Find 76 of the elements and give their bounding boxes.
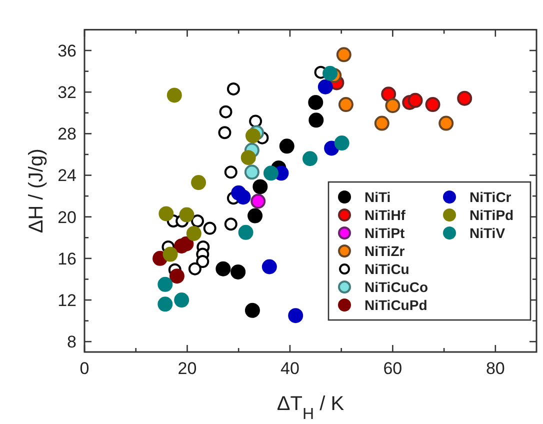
point — [158, 296, 173, 312]
y-tick-label: 20 — [58, 208, 76, 227]
point — [374, 116, 390, 131]
point — [224, 218, 238, 231]
point — [245, 128, 260, 144]
point — [191, 214, 204, 228]
point — [186, 226, 202, 241]
x-axis-title: ΔT$_{H}$ / K — [276, 393, 345, 422]
point — [178, 236, 194, 252]
point — [279, 138, 294, 154]
point — [162, 246, 178, 262]
point — [408, 92, 423, 108]
point — [191, 175, 206, 190]
point — [158, 206, 174, 222]
x-tick-label: 20 — [178, 359, 197, 378]
point — [226, 82, 240, 96]
point — [188, 262, 202, 276]
point — [252, 179, 268, 194]
point — [238, 224, 254, 240]
legend-label: NiTiPt — [364, 224, 406, 241]
point — [425, 97, 440, 112]
point — [219, 105, 232, 118]
point — [381, 86, 396, 102]
point — [262, 259, 277, 274]
y-tick-label: 16 — [58, 249, 76, 268]
y-tick-label: 12 — [58, 290, 76, 310]
point — [179, 207, 194, 222]
point — [166, 88, 182, 103]
point — [250, 194, 266, 209]
legend-label: NiTiPd — [470, 206, 514, 223]
point — [218, 126, 232, 140]
legend-label: NiTiCuPd — [364, 296, 428, 313]
x-tick-label: 40 — [280, 359, 300, 378]
point — [336, 47, 352, 62]
legend-label: NiTiHf — [364, 206, 406, 223]
legend-label: NiTiCu — [364, 260, 410, 277]
point — [318, 79, 333, 94]
point — [438, 116, 454, 131]
legend-label: NiTiV — [470, 224, 506, 241]
point — [385, 98, 400, 114]
legend-label: NiTiCr — [470, 188, 512, 205]
point — [236, 190, 251, 205]
point — [334, 136, 350, 151]
legend-label: NiTiCuCo — [364, 278, 428, 295]
x-tick-label: 0 — [80, 359, 90, 378]
point — [244, 164, 260, 180]
y-tick-label: 24 — [58, 166, 76, 186]
x-tick-label: 60 — [383, 359, 402, 378]
point — [249, 114, 262, 128]
point — [224, 166, 238, 179]
point — [322, 66, 338, 81]
point — [216, 261, 231, 276]
x-tick-label: 80 — [486, 359, 505, 378]
point — [288, 308, 304, 324]
point — [248, 208, 263, 224]
y-tick-label: 28 — [58, 124, 76, 144]
legend-label: NiTi — [364, 188, 391, 205]
y-axis-title: ΔH / (J/g) — [26, 148, 48, 234]
point — [308, 94, 324, 110]
point — [302, 151, 318, 166]
point — [244, 302, 260, 318]
point — [308, 112, 324, 128]
point — [338, 97, 354, 112]
y-tick-label: 36 — [58, 41, 76, 60]
point — [196, 255, 210, 268]
point — [158, 276, 173, 292]
point — [169, 268, 184, 284]
point — [230, 264, 246, 280]
y-tick-label: 8 — [67, 332, 76, 352]
point — [203, 222, 216, 235]
point — [240, 150, 256, 166]
point — [263, 166, 278, 181]
point — [457, 90, 472, 106]
y-tick-label: 32 — [58, 83, 76, 102]
point — [174, 292, 190, 308]
legend-label: NiTiZr — [364, 242, 406, 259]
